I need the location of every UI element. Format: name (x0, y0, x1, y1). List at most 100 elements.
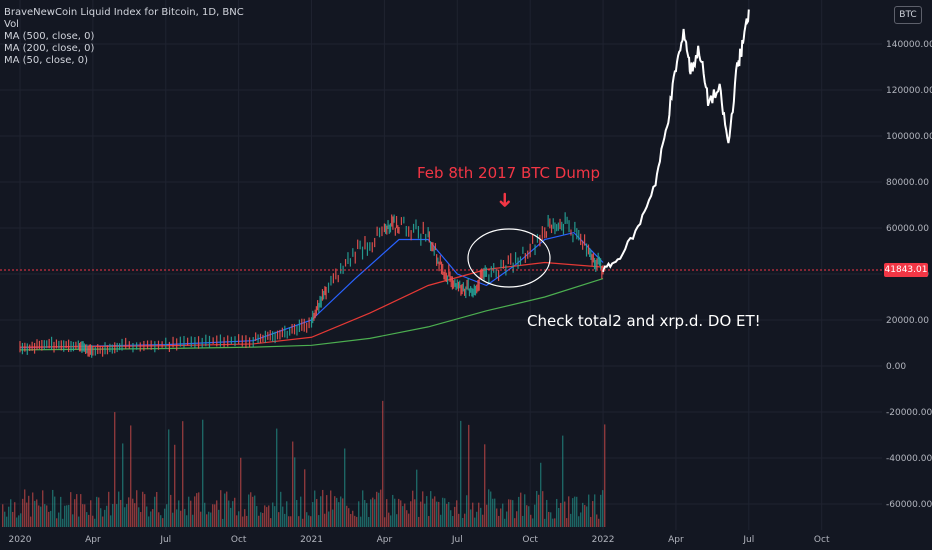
volume-bar (206, 514, 208, 527)
volume-bar (74, 499, 76, 527)
volume-bar (102, 516, 104, 527)
volume-bar (174, 444, 176, 527)
volume-bar (274, 506, 276, 527)
volume-bar (400, 500, 402, 527)
volume-bar (510, 499, 512, 527)
volume-bar (528, 506, 530, 527)
volume-bar (80, 494, 82, 527)
volume-bar (136, 490, 138, 527)
volume-bar (320, 496, 322, 527)
volume-bar (148, 516, 150, 527)
volume-bar (408, 513, 410, 527)
volume-bar (154, 496, 156, 527)
volume-bar (372, 497, 374, 527)
volume-bar (326, 495, 328, 527)
volume-bar (32, 492, 34, 527)
volume-bar (90, 500, 92, 527)
volume-bar (460, 420, 462, 527)
symbol-badge[interactable]: BTC (894, 6, 922, 24)
volume-bar (342, 498, 344, 527)
x-tick-label: Apr (668, 535, 684, 545)
volume-bar (314, 490, 316, 527)
volume-bar (582, 502, 584, 527)
volume-bar (366, 503, 368, 527)
volume-bar (562, 435, 564, 527)
volume-bar (478, 502, 480, 527)
volume-bar (126, 503, 128, 527)
volume-bar (374, 499, 376, 527)
volume-bar (284, 513, 286, 527)
volume-bar (106, 505, 108, 527)
volume-bar (554, 518, 556, 527)
volume-bar (244, 509, 246, 527)
volume-bar (82, 504, 84, 527)
volume-bar (6, 516, 8, 527)
volume-bar (294, 457, 296, 527)
volume-bar (52, 489, 54, 527)
volume-bar (132, 498, 134, 527)
volume-bar (66, 505, 68, 527)
volume-bar (220, 490, 222, 527)
x-tick-label: Apr (377, 535, 393, 545)
volume-bar (192, 514, 194, 527)
volume-bars (2, 400, 606, 527)
volume-bar (20, 513, 22, 527)
volume-bar (474, 517, 476, 527)
price-series (19, 9, 750, 358)
volume-bar (176, 509, 178, 527)
volume-bar (552, 518, 554, 527)
volume-bar (16, 517, 18, 527)
volume-bar (170, 494, 172, 527)
volume-bar (270, 518, 272, 527)
volume-bar (462, 517, 464, 527)
volume-bar (114, 412, 116, 527)
volume-bar (548, 511, 550, 527)
volume-bar (254, 495, 256, 527)
volume-bar (112, 504, 114, 527)
volume-bar (310, 516, 312, 527)
volume-bar (318, 515, 320, 527)
volume-bar (410, 501, 412, 527)
volume-bar (128, 497, 130, 527)
volume-bar (558, 507, 560, 527)
volume-bar (150, 511, 152, 527)
volume-bar (520, 492, 522, 527)
volume-bar (78, 516, 80, 527)
volume-bar (84, 504, 86, 527)
x-tick-label: Oct (231, 535, 247, 545)
volume-bar (250, 492, 252, 527)
volume-bar (152, 509, 154, 527)
volume-bar (12, 511, 14, 527)
volume-bar (458, 513, 460, 527)
volume-bar (464, 513, 466, 527)
volume-bar (476, 511, 478, 527)
volume-bar (534, 504, 536, 527)
volume-bar (208, 511, 210, 527)
volume-bar (598, 518, 600, 527)
volume-bar (472, 502, 474, 527)
volume-bar (512, 500, 514, 527)
volume-bar (210, 512, 212, 527)
y-tick-label: -60000.00 (886, 500, 932, 510)
volume-bar (506, 511, 508, 527)
volume-bar (34, 500, 36, 527)
legend-ma200: MA (200, close, 0) (4, 43, 95, 54)
volume-bar (304, 469, 306, 527)
volume-bar (200, 511, 202, 527)
volume-bar (360, 516, 362, 527)
volume-bar (198, 492, 200, 527)
volume-bar (500, 508, 502, 527)
volume-bar (312, 502, 314, 527)
volume-bar (522, 515, 524, 527)
volume-bar (108, 491, 110, 527)
volume-bar (576, 496, 578, 527)
volume-bar (574, 496, 576, 527)
volume-bar (172, 512, 174, 527)
volume-bar (42, 490, 44, 527)
volume-bar (252, 496, 254, 527)
projection-line (602, 9, 750, 273)
volume-bar (186, 515, 188, 527)
volume-bar (536, 490, 538, 527)
volume-bar (30, 516, 32, 527)
